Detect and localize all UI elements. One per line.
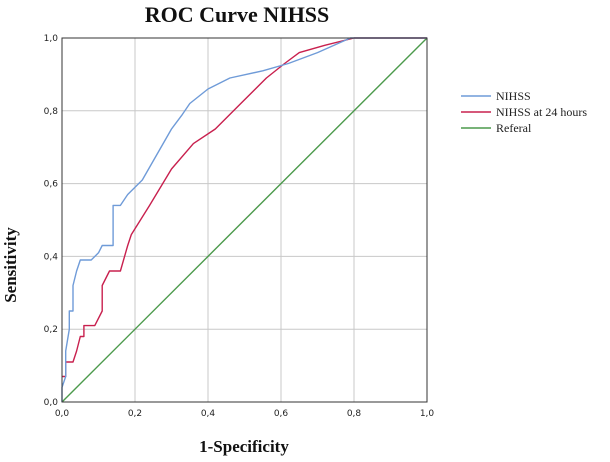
chart-title: ROC Curve NIHSS — [145, 2, 330, 27]
y-tick-label: 0,6 — [44, 180, 59, 190]
legend-label: NIHSS at 24 hours — [496, 105, 587, 119]
grid — [62, 38, 427, 402]
y-axis-label: Sensitivity — [1, 227, 20, 303]
x-tick-label: 1,0 — [420, 409, 435, 419]
legend-label: NIHSS — [496, 89, 531, 103]
series-line-0 — [61, 37, 427, 402]
x-tick-label: 0,2 — [128, 409, 142, 419]
x-tick-label: 0,8 — [347, 409, 362, 419]
legend-label: Referal — [496, 121, 532, 135]
plot-frame — [61, 37, 428, 403]
y-tick-label: 0,2 — [44, 325, 58, 335]
y-tick-label: 0,4 — [44, 252, 59, 262]
series-line-2 — [61, 37, 428, 403]
series-layer — [61, 37, 428, 403]
x-tick-label: 0,4 — [201, 409, 216, 419]
y-tick-label: 0,8 — [44, 107, 59, 117]
legend: NIHSS NIHSS at 24 hours Referal — [461, 89, 587, 135]
x-axis-label: 1-Specificity — [199, 437, 289, 456]
tick-labels: 0,00,0 0,2 0,2 0,4 0,4 0,6 0,6 0,8 0,8 1,0 1,0 — [44, 34, 435, 419]
y-tick-label: 0,0 — [44, 398, 59, 408]
x-tick-label: 0,6 — [274, 409, 289, 419]
x-tick-label: 0,0 — [55, 409, 70, 419]
series-line-1 — [62, 37, 427, 378]
y-tick-label: 1,0 — [44, 34, 59, 44]
